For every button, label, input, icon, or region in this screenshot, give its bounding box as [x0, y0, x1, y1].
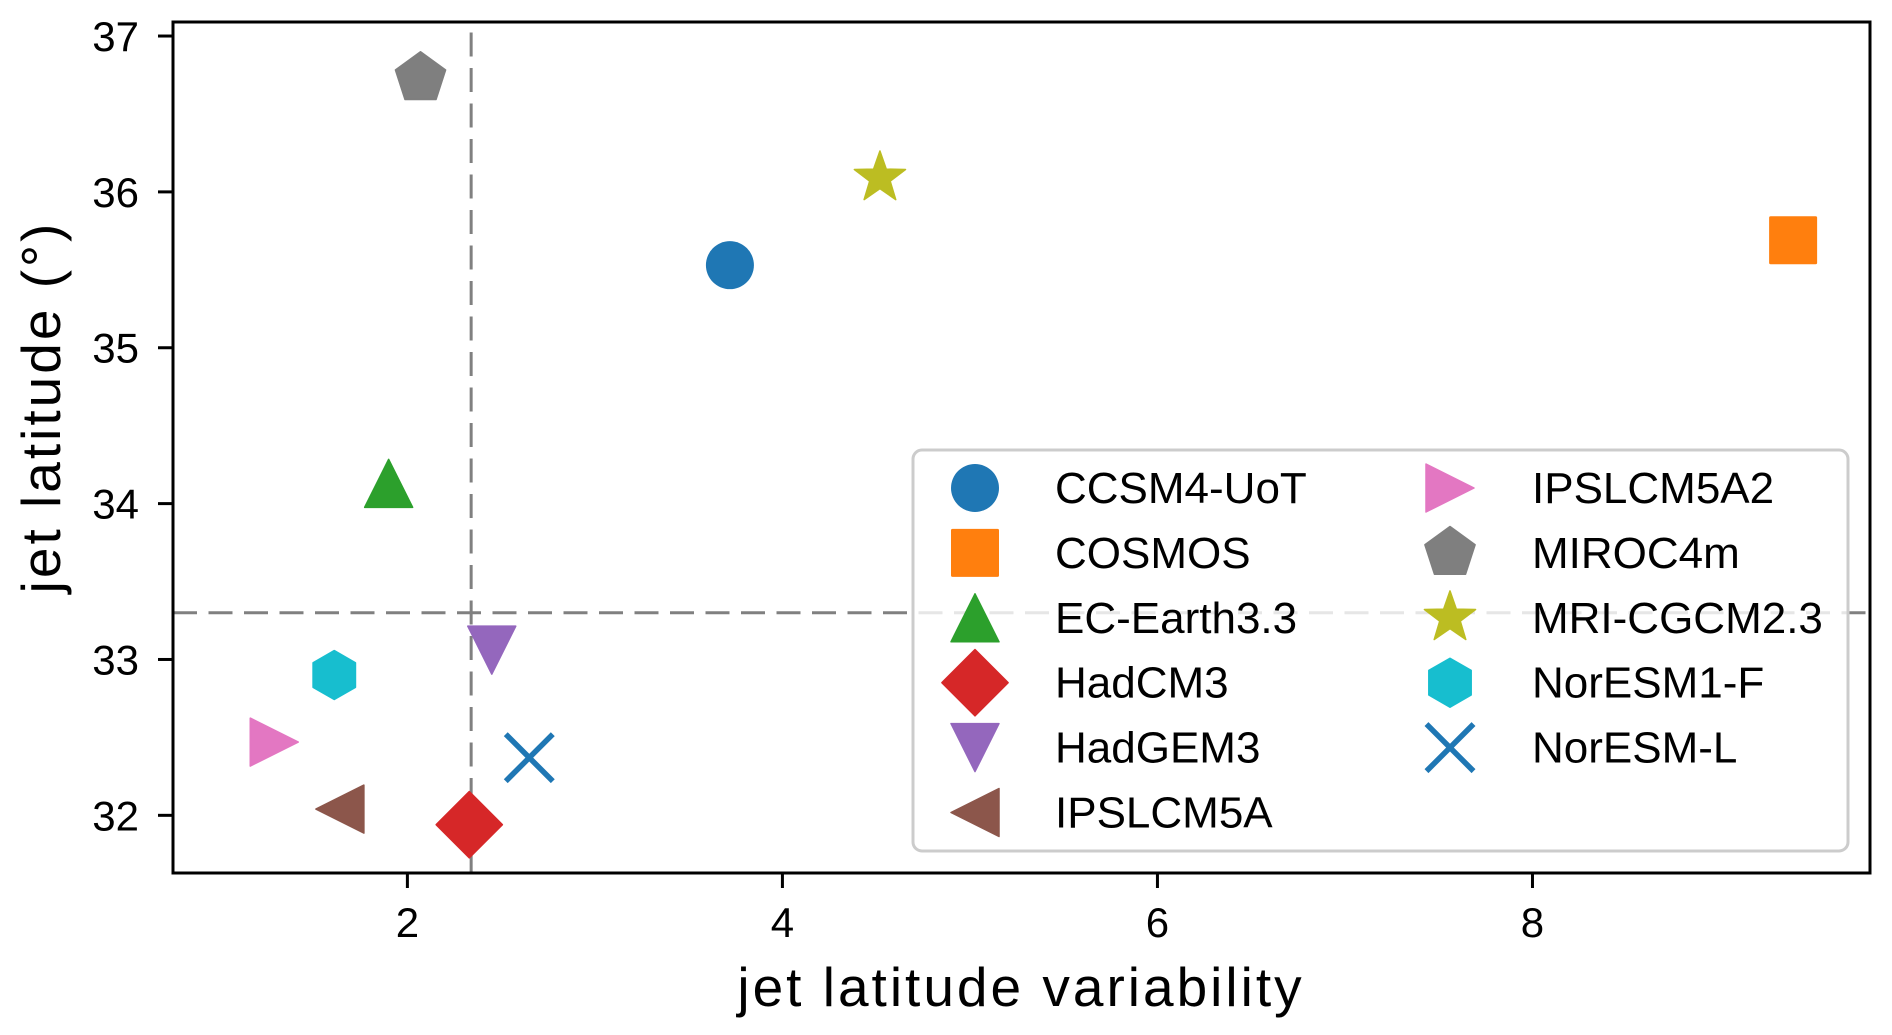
- x-tick-label: 8: [1521, 899, 1544, 946]
- legend-marker-triangle-right: [1425, 463, 1475, 513]
- x-stroke: [503, 732, 555, 784]
- point-ipslcm5a: [315, 784, 365, 834]
- y-tick-label: 36: [92, 169, 139, 216]
- point-hadcm3: [435, 790, 504, 859]
- legend-label: IPSLCM5A: [1055, 789, 1273, 838]
- x-tick-label: 6: [1146, 899, 1169, 946]
- legend-item-ec-earth3-3: EC-Earth3.3: [950, 593, 1297, 643]
- legend: CCSM4-UoT COSMOS EC-Earth3.3 HadCM3 HadGEM3 I…: [911, 448, 1850, 853]
- data-points: [249, 50, 1818, 859]
- legend-item-ipslcm5a2: IPSLCM5A2: [1425, 463, 1774, 513]
- legend-marker-circle: [951, 464, 999, 512]
- legend-marker-diamond: [941, 648, 1009, 717]
- legend-marker-star: [1423, 590, 1477, 641]
- y-tick-label: 32: [92, 792, 139, 839]
- x-tick-label: 2: [396, 899, 419, 946]
- legend-item-hadcm3: HadCM3: [941, 648, 1229, 717]
- axes-frame: [171, 20, 1872, 875]
- legend-marker-pentagon: [1424, 525, 1476, 576]
- x-axis-ticks: 2 4 6 8: [396, 873, 1544, 946]
- legend-marker-triangle-left: [950, 787, 1000, 838]
- legend-label: MIROC4m: [1532, 529, 1740, 578]
- x-tick-label: 4: [771, 899, 794, 946]
- legend-item-ccsm4-uot: CCSM4-UoT: [951, 464, 1307, 513]
- point-noresm-l: [503, 732, 555, 784]
- legend-label: MRI-CGCM2.3: [1532, 594, 1823, 643]
- y-tick-label: 34: [92, 481, 139, 528]
- legend-marker-square: [951, 528, 999, 577]
- y-tick-label: 35: [92, 325, 139, 372]
- legend-item-miroc4m: MIROC4m: [1424, 525, 1740, 578]
- point-ipslcm5a2: [249, 717, 300, 767]
- point-miroc4m: [394, 50, 447, 101]
- y-tick-label: 33: [92, 636, 139, 683]
- legend-item-noresm1-f: NorESM1-F: [1428, 657, 1764, 708]
- legend-label: CCSM4-UoT: [1055, 464, 1307, 513]
- legend-label: NorESM-L: [1532, 724, 1737, 773]
- legend-marker-x: [1424, 722, 1476, 774]
- legend-item-mri-cgcm2-3: MRI-CGCM2.3: [1423, 590, 1823, 643]
- point-cosmos: [1769, 216, 1818, 265]
- point-noresm1-f: [312, 649, 357, 701]
- legend-label: IPSLCM5A2: [1532, 464, 1774, 513]
- point-ec-earth3-3: [363, 458, 414, 509]
- legend-items: CCSM4-UoT COSMOS EC-Earth3.3 HadCM3 HadGEM3 I…: [941, 463, 1823, 838]
- legend-marker-triangle-up: [950, 593, 1000, 643]
- point-mri-cgcm2-3: [853, 150, 907, 201]
- point-hadgem3: [467, 625, 517, 675]
- legend-label: HadCM3: [1055, 659, 1229, 708]
- legend-label: EC-Earth3.3: [1055, 594, 1297, 643]
- legend-label: HadGEM3: [1055, 724, 1260, 773]
- x-axis-label: jet latitude variability: [735, 956, 1304, 1018]
- legend-marker-hexagon: [1428, 657, 1472, 708]
- legend-label: NorESM1-F: [1532, 659, 1764, 708]
- x-stroke: [1424, 722, 1476, 774]
- y-tick-label: 37: [92, 13, 139, 60]
- legend-item-ipslcm5a: IPSLCM5A: [950, 787, 1273, 838]
- point-ccsm4-uot: [705, 241, 754, 290]
- y-axis-label: jet latitude (°): [10, 221, 72, 596]
- legend-frame: [911, 448, 1850, 853]
- legend-marker-triangle-down: [950, 722, 1000, 773]
- legend-item-noresm-l: NorESM-L: [1424, 722, 1737, 774]
- y-axis-ticks: 32 33 34 35 36 37: [92, 13, 173, 839]
- legend-item-hadgem3: HadGEM3: [950, 722, 1260, 773]
- legend-item-cosmos: COSMOS: [951, 528, 1251, 578]
- legend-label: COSMOS: [1055, 529, 1251, 578]
